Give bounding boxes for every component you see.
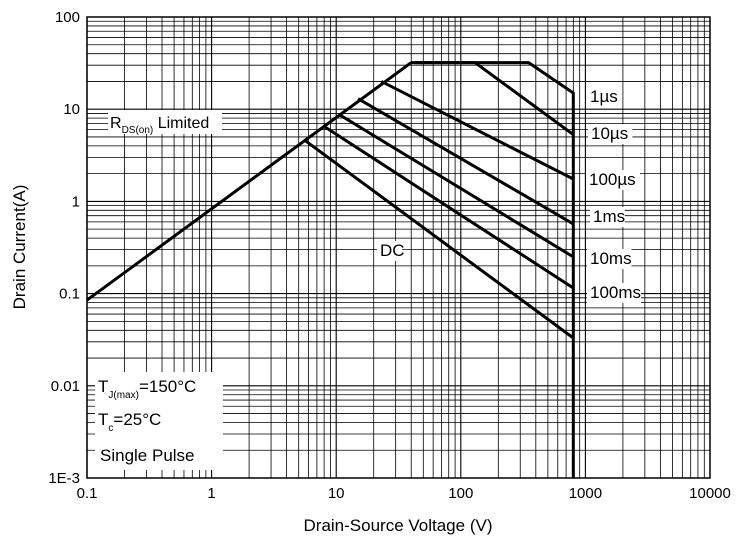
single-pulse-label: Single Pulse: [100, 446, 195, 465]
y-tick-label: 1: [72, 193, 80, 210]
curve-1ms: [357, 97, 575, 226]
series-label: 100ms: [590, 283, 641, 302]
curve-100s: [380, 80, 574, 181]
x-tick-label: 1000: [569, 485, 602, 502]
x-tick-label: 0.1: [77, 485, 98, 502]
y-tick-label: 0.1: [59, 286, 80, 303]
y-tick-label: 1E-3: [48, 470, 80, 487]
grid: [86, 17, 710, 479]
tick-labels: 0.1 1 10 100 1000 10000 1E-3 0.01 0.1 1 10 100: [48, 9, 731, 502]
series-label: 10ms: [590, 249, 632, 268]
series-labels: 1µs 10µs 100µs 1ms 10ms 100ms DC: [377, 87, 641, 303]
y-axis-label: Drain Current(A): [10, 185, 29, 310]
series-label: 1ms: [593, 207, 625, 226]
x-axis-label: Drain-Source Voltage (V): [304, 516, 493, 535]
series-label: 1µs: [590, 87, 618, 106]
y-tick-label: 10: [63, 101, 80, 118]
curve-1s: [411, 61, 575, 478]
x-tick-label: 1: [207, 485, 215, 502]
rds-limited-label: RDS(on) Limited: [110, 115, 209, 136]
curve-10s: [415, 61, 575, 136]
series-label: 100µs: [589, 170, 636, 189]
tc-label: Tc=25°C: [98, 410, 161, 434]
curve-dc: [303, 139, 575, 340]
tj-max-label: TJ(max)=150°C: [98, 377, 196, 401]
plot-frame: [86, 16, 711, 479]
series-label: DC: [380, 241, 405, 260]
rds-limit-line: [86, 61, 413, 302]
x-tick-label: 10000: [689, 485, 731, 502]
y-tick-label: 100: [55, 9, 80, 26]
x-tick-label: 10: [328, 485, 345, 502]
curves: [86, 61, 575, 478]
curve-10ms: [338, 113, 575, 259]
y-tick-label: 0.01: [51, 378, 80, 395]
series-label: 10µs: [591, 124, 628, 143]
x-tick-label: 100: [448, 485, 473, 502]
curve-100ms: [323, 125, 575, 290]
